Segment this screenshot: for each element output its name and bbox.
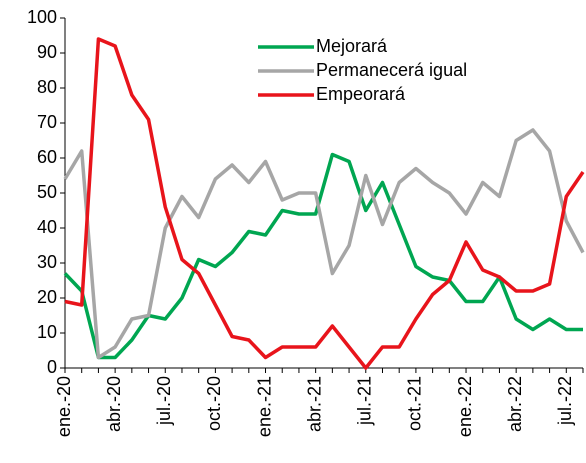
x-tick-label: oct.-20	[204, 376, 224, 431]
y-tick-label: 20	[37, 287, 57, 307]
y-tick-label: 70	[37, 112, 57, 132]
series-line	[63, 128, 585, 360]
y-tick-label: 80	[37, 77, 57, 97]
y-tick-label: 100	[27, 7, 57, 27]
legend-label: Permanecerá igual	[316, 60, 467, 80]
x-tick-label: oct.-21	[405, 376, 425, 431]
x-tick-label: jul.-22	[555, 376, 575, 426]
y-tick-label: 30	[37, 252, 57, 272]
series-line	[64, 37, 585, 370]
x-tick-label: abr.-20	[104, 376, 124, 432]
x-tick-label: abr.-21	[304, 376, 324, 432]
x-tick-label: jul.-20	[154, 376, 174, 426]
y-tick-label: 60	[37, 147, 57, 167]
y-tick-label: 90	[37, 42, 57, 62]
y-tick-label: 50	[37, 182, 57, 202]
x-tick-label: jul.-21	[355, 376, 375, 426]
y-tick-label: 40	[37, 217, 57, 237]
legend-label: Mejorará	[316, 36, 388, 56]
series-line	[63, 152, 583, 360]
x-tick-label: ene.-20	[54, 376, 74, 437]
x-tick-label: ene.-21	[254, 376, 274, 437]
y-tick-label: 0	[47, 357, 57, 377]
legend-label: Empeorará	[316, 84, 406, 104]
x-tick-label: ene.-22	[455, 376, 475, 437]
y-tick-label: 10	[37, 322, 57, 342]
x-tick-label: abr.-22	[505, 376, 525, 432]
